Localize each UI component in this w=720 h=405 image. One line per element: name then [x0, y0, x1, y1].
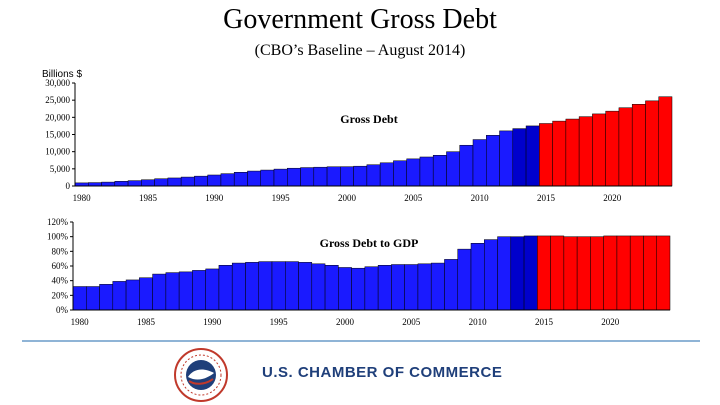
bar-1995: [271, 261, 286, 311]
y-tick-label: 120%: [47, 217, 69, 227]
organization-name: U.S. CHAMBER OF COMMERCE: [262, 364, 503, 381]
bar-1990: [205, 268, 220, 311]
footer-divider: [22, 340, 700, 342]
bar-1984: [125, 279, 140, 311]
bar-1988: [178, 271, 193, 311]
chamber-seal-icon: [174, 348, 228, 402]
x-tick-label: 1985: [139, 193, 158, 203]
bar-1994: [258, 261, 273, 311]
bar-1989: [192, 270, 206, 311]
page-subtitle: (CBO’s Baseline – August 2014): [254, 42, 466, 59]
x-tick-label: 1985: [137, 317, 156, 327]
y-tick-label: 25,000: [45, 95, 70, 105]
y-tick-label: 80%: [52, 246, 69, 256]
bar-2002: [364, 266, 379, 311]
bar-2019: [590, 236, 604, 311]
x-tick-label: 1990: [205, 193, 224, 203]
x-tick-label: 1995: [272, 193, 291, 203]
x-tick-label: 2010: [471, 193, 490, 203]
bar-1982: [99, 284, 114, 311]
bar-1999: [324, 265, 339, 311]
x-tick-label: 2010: [469, 317, 488, 327]
y-tick-label: 20%: [52, 290, 69, 300]
y-axis-unit-label: Billions $: [42, 69, 83, 80]
debt-to-gdp-chart: 0% 20% 40% 60% 80% 100% 120% 1980 1985 1990 1995 20…: [47, 217, 671, 327]
bar-2020: [603, 235, 618, 311]
bar-2007: [430, 262, 445, 311]
x-tick-label: 2005: [402, 317, 421, 327]
y-tick-label: 0: [66, 181, 71, 191]
bar-2014: [523, 235, 538, 311]
bar-2006: [417, 263, 432, 311]
bar-2012: [497, 236, 512, 311]
bar-1991: [218, 265, 233, 311]
bar-1986: [152, 273, 167, 311]
bar-1998: [311, 263, 326, 311]
y-tick-label: 15,000: [45, 130, 70, 140]
bar-2011: [484, 239, 498, 311]
x-tick-label: 1995: [270, 317, 289, 327]
y-tick-label: 20,000: [45, 112, 70, 122]
bar-1985: [139, 277, 153, 311]
y-tick-label: 60%: [52, 261, 69, 271]
x-tick-label: 2000: [338, 193, 357, 203]
bar-2021: [616, 235, 631, 311]
y-tick-label: 30,000: [45, 78, 70, 88]
x-tick-label: 1990: [203, 317, 222, 327]
bar-2004: [391, 264, 405, 311]
bar-2009: [457, 248, 472, 311]
bar-1983: [112, 281, 127, 311]
bar-2000: [338, 267, 352, 311]
bar-2010: [470, 243, 485, 311]
bar-2017: [563, 236, 578, 311]
y-tick-label: 40%: [52, 276, 69, 286]
bar-2015: [537, 235, 551, 311]
x-tick-label: 2000: [336, 317, 355, 327]
bar-2008: [444, 259, 458, 311]
x-tick-label: 2015: [535, 317, 554, 327]
bar-2024: [656, 235, 671, 311]
y-tick-label: 10,000: [45, 147, 70, 157]
bar-1993: [245, 262, 259, 311]
y-tick-label: 100%: [47, 232, 69, 242]
x-tick-label: 1980: [73, 193, 92, 203]
bar-1997: [298, 262, 313, 311]
y-tick-label: 5,000: [50, 164, 71, 174]
bar-2001: [351, 267, 366, 311]
x-tick-label: 2020: [601, 317, 620, 327]
bar-2016: [550, 235, 565, 311]
bar-2018: [576, 236, 591, 311]
bar-2003: [377, 265, 392, 311]
bar-1981: [86, 286, 100, 311]
bar-1992: [231, 262, 246, 311]
x-tick-label: 2005: [404, 193, 423, 203]
chart-title: Gross Debt: [340, 112, 397, 126]
gross-debt-chart: 0 5,000 10,000 15,000 20,000 25,000 30,000 1980…: [45, 78, 673, 203]
bar-1996: [285, 261, 299, 311]
chart-title: Gross Debt to GDP: [320, 236, 419, 250]
y-tick-label: 0%: [56, 305, 69, 315]
x-tick-label: 1980: [71, 317, 90, 327]
bar-2022: [629, 235, 644, 311]
bar-1987: [165, 272, 180, 311]
bar-2023: [643, 235, 657, 311]
x-tick-label: 2015: [537, 193, 556, 203]
x-tick-label: 2020: [603, 193, 622, 203]
bar-2005: [404, 264, 419, 311]
page-title: Government Gross Debt: [223, 4, 497, 35]
bar-2013: [510, 236, 525, 311]
bar-1980: [72, 286, 87, 311]
